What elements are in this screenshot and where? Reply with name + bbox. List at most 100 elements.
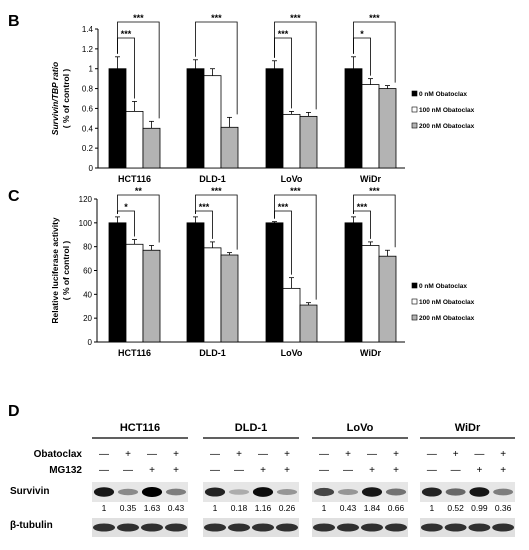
obatoclax-sign: —: [367, 449, 377, 460]
y-axis-title: Relative luciferase activity: [50, 217, 60, 324]
legend-label: 100 nM Obatoclax: [419, 107, 475, 114]
bar: [220, 126, 239, 169]
survivin-band: [165, 488, 187, 496]
survivin-quant: 0.99: [471, 503, 488, 513]
bar: [299, 115, 318, 169]
significance-bracket: [117, 194, 160, 243]
bar: [265, 222, 284, 343]
bar: [108, 222, 127, 343]
significance-bracket: [274, 21, 317, 110]
significance-bracket: [195, 194, 238, 250]
bar: [361, 84, 380, 169]
survivin-quant: 1.16: [255, 503, 272, 513]
legend-swatch: [411, 314, 418, 321]
bar: [265, 68, 284, 169]
cell-line-title: LoVo: [347, 422, 374, 434]
mg132-sign: —: [99, 465, 109, 476]
significance-label: *: [360, 29, 364, 39]
legend-swatch: [411, 298, 418, 305]
bar: [361, 245, 380, 343]
y-axis-subtitle: ( % of control ): [61, 69, 71, 129]
tubulin-band: [384, 523, 408, 532]
cell-line-title: WiDr: [455, 422, 481, 434]
obatoclax-sign: +: [284, 449, 290, 460]
survivin-quant: 1: [322, 503, 327, 513]
legend-label: 200 nM Obatoclax: [419, 123, 475, 130]
x-tick-label: HCT116: [118, 348, 151, 358]
y-tick-label: 80: [83, 243, 92, 252]
panel-letter-b: B: [8, 13, 20, 30]
survivin-quant: 0.26: [279, 503, 296, 513]
survivin-band: [313, 487, 335, 497]
tubulin-band: [251, 523, 275, 532]
legend-swatch: [411, 122, 418, 129]
survivin-band: [361, 487, 383, 497]
tubulin-blot: [203, 518, 299, 537]
survivin-quant: 1.84: [364, 503, 381, 513]
survivin-band: [493, 488, 514, 496]
tubulin-band: [336, 523, 360, 532]
obatoclax-sign: +: [173, 449, 179, 460]
x-tick-label: HCT116: [118, 174, 151, 184]
significance-label: ***: [369, 186, 380, 196]
obatoclax-sign: +: [125, 449, 131, 460]
bar: [344, 222, 363, 343]
significance-label: ***: [290, 186, 301, 196]
mg132-sign: +: [284, 465, 290, 476]
mg132-sign: —: [234, 465, 244, 476]
y-tick-label: 20: [83, 314, 92, 323]
tubulin-blot: [92, 518, 188, 537]
x-tick-label: WiDr: [360, 348, 381, 358]
y-tick-label: 60: [83, 267, 92, 276]
survivin-band: [141, 487, 163, 497]
bar: [378, 255, 397, 343]
survivin-band: [421, 487, 442, 497]
obatoclax-row-label: Obatoclax: [34, 449, 83, 460]
obatoclax-sign: —: [147, 449, 157, 460]
y-axis-subtitle: ( % of control ): [61, 241, 71, 301]
x-tick-label: DLD-1: [199, 174, 226, 184]
survivin-band: [337, 488, 359, 496]
survivin-blot: [203, 482, 299, 502]
significance-label: **: [135, 186, 143, 196]
y-tick-label: 100: [79, 219, 93, 228]
obatoclax-sign: —: [474, 449, 484, 460]
cell-line-title: HCT116: [120, 422, 160, 434]
survivin-quant: 1: [430, 503, 435, 513]
bar: [203, 75, 222, 169]
bar: [203, 247, 222, 343]
survivin-quant: 0.43: [168, 503, 185, 513]
obatoclax-sign: —: [210, 449, 220, 460]
obatoclax-sign: +: [345, 449, 351, 460]
survivin-band: [252, 487, 274, 497]
tubulin-band: [203, 523, 227, 532]
legend-swatch: [411, 106, 418, 113]
mg132-row-label: MG132: [49, 465, 82, 476]
tubulin-band: [227, 523, 251, 532]
survivin-band: [385, 488, 407, 496]
tubulin-band: [468, 523, 491, 532]
mg132-sign: +: [369, 465, 375, 476]
significance-label: ***: [278, 29, 289, 39]
significance-label: ***: [278, 202, 289, 212]
significance-label: ***: [199, 202, 210, 212]
tubulin-band: [275, 523, 299, 532]
bar: [282, 287, 301, 343]
survivin-band: [117, 488, 139, 496]
y-tick-label: 0.8: [82, 85, 94, 94]
legend-swatch: [411, 282, 418, 289]
chart-b: 0 0.2 0.4 0.6 0.8 1 1.2 1.4 Survivin/TBP ratio( …: [50, 13, 475, 184]
bar: [378, 88, 397, 169]
bar: [142, 127, 161, 169]
obatoclax-sign: +: [393, 449, 399, 460]
mg132-sign: —: [451, 465, 461, 476]
survivin-blot: [312, 482, 408, 502]
survivin-quant: 0.18: [231, 503, 248, 513]
y-tick-label: 1.4: [82, 25, 94, 34]
mg132-sign: +: [476, 465, 482, 476]
survivin-blot: [92, 482, 188, 502]
survivin-quant: 0.36: [495, 503, 512, 513]
y-tick-label: 120: [79, 195, 93, 204]
obatoclax-sign: —: [319, 449, 329, 460]
